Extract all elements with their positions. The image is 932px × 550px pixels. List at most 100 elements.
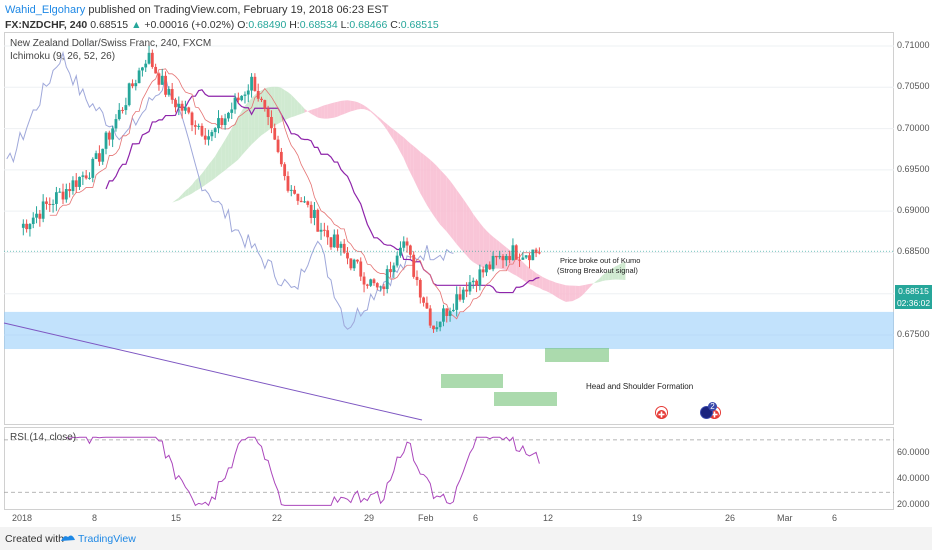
kumo-cloud	[235, 116, 239, 163]
candle-body	[223, 118, 227, 126]
kumo-cloud	[354, 101, 358, 111]
time-tick-label: 26	[725, 513, 736, 523]
candle-body	[260, 98, 263, 101]
rsi-pane[interactable]	[4, 427, 894, 510]
candle-body	[435, 327, 439, 330]
kumo-cloud	[192, 180, 196, 194]
kumo-cloud	[195, 177, 199, 192]
kumo-cloud	[400, 134, 404, 159]
candle-body	[134, 83, 138, 87]
kumo-cloud	[251, 94, 255, 145]
candle-body	[111, 128, 115, 140]
kumo-cloud	[542, 277, 547, 291]
candle-body	[38, 213, 42, 219]
high-label: H:	[289, 19, 300, 31]
candle-body	[395, 255, 399, 266]
kumo-cloud	[185, 187, 189, 197]
badge-count: 2	[708, 402, 717, 411]
kumo-cloud	[410, 143, 414, 180]
kumo-cloud	[205, 164, 209, 186]
main-pane[interactable]	[4, 32, 894, 425]
chart-canvas[interactable]	[0, 0, 932, 527]
candle-body	[58, 191, 62, 193]
ichimoku-legend[interactable]: Ichimoku (9, 26, 52, 26)	[10, 51, 116, 62]
kumo-cloud	[608, 268, 613, 281]
candle-body	[455, 294, 459, 310]
candle-body	[131, 83, 134, 87]
kumo-cloud	[340, 100, 345, 116]
candle-body	[101, 148, 105, 162]
candle-body	[445, 308, 449, 316]
last-price: 0.68515	[90, 19, 129, 31]
candle-body	[51, 203, 55, 205]
rsi-legend[interactable]: RSI (14, close)	[10, 432, 77, 443]
kumo-cloud	[589, 283, 593, 289]
kumo-cloud	[261, 88, 265, 136]
candle-body	[243, 94, 247, 96]
candle-body	[91, 158, 95, 178]
kumo-cloud	[433, 162, 437, 221]
candle-body	[64, 189, 68, 200]
kumo-cloud	[582, 284, 586, 296]
rsi-line	[66, 436, 540, 507]
chikou-span	[6, 50, 454, 330]
event-flag-icon[interactable]	[655, 406, 668, 419]
candle-body	[164, 75, 167, 95]
candle-body	[180, 103, 184, 111]
candle-body	[174, 99, 177, 108]
kumo-cloud	[383, 121, 388, 131]
kumo-cloud	[423, 154, 427, 206]
candle-body	[471, 280, 475, 283]
kumo-cloud	[301, 105, 305, 114]
kumo-cloud	[228, 128, 232, 168]
candle-body	[256, 90, 260, 99]
kumo-cloud	[311, 108, 315, 116]
kumo-cloud	[238, 110, 242, 160]
candle-body	[233, 97, 237, 110]
kumo-cloud	[218, 145, 222, 176]
kumo-cloud	[344, 100, 348, 115]
candle-body	[144, 63, 148, 68]
candle-body	[124, 105, 128, 111]
candle-body	[296, 193, 300, 201]
candle-body	[210, 132, 214, 137]
candle-body	[104, 132, 108, 149]
candle-body	[270, 117, 273, 129]
time-tick-label: Feb	[418, 513, 434, 523]
candle-body	[524, 255, 528, 258]
change-arrow-icon: ▲	[131, 19, 142, 31]
kumo-cloud	[555, 282, 560, 299]
author-link[interactable]: Wahid_Elgohary	[5, 4, 86, 16]
candle-body	[107, 132, 111, 140]
tradingview-logo-icon[interactable]	[60, 531, 76, 548]
kumo-cloud	[334, 101, 338, 118]
candle-body	[365, 284, 369, 286]
kumo-cloud	[602, 272, 606, 282]
candle-body	[286, 176, 290, 191]
kumo-cloud	[397, 132, 401, 153]
candle-body	[309, 204, 313, 218]
ohlc-line: FX:NZDCHF, 240 0.68515 ▲ +0.00016 (+0.02…	[5, 19, 439, 31]
candle-body	[475, 280, 478, 286]
kumo-cloud	[278, 86, 282, 124]
time-tick-label: 29	[364, 513, 375, 523]
candle-body	[372, 279, 376, 284]
time-tick-label: Mar	[777, 513, 793, 523]
candle-body	[253, 76, 257, 91]
price-tick-label: 0.70500	[897, 81, 930, 92]
candle-body	[263, 100, 267, 109]
candle-body	[329, 237, 333, 248]
candle-body	[137, 70, 141, 84]
kumo-cloud	[178, 194, 183, 201]
rsi-tick-label: 20.0000	[897, 499, 930, 510]
symbol-label[interactable]: FX:NZDCHF, 240	[5, 19, 88, 31]
price-tick-label: 0.69000	[897, 205, 930, 216]
footer-bar: Created with TradingView	[0, 527, 932, 550]
candle-body	[74, 180, 78, 187]
candle-body	[488, 264, 492, 270]
kijun-sen	[105, 89, 540, 294]
candle-body	[240, 95, 244, 101]
tradingview-link[interactable]: TradingView	[78, 533, 136, 545]
kumo-cloud	[486, 230, 490, 269]
rsi-tick-label: 60.0000	[897, 446, 930, 457]
